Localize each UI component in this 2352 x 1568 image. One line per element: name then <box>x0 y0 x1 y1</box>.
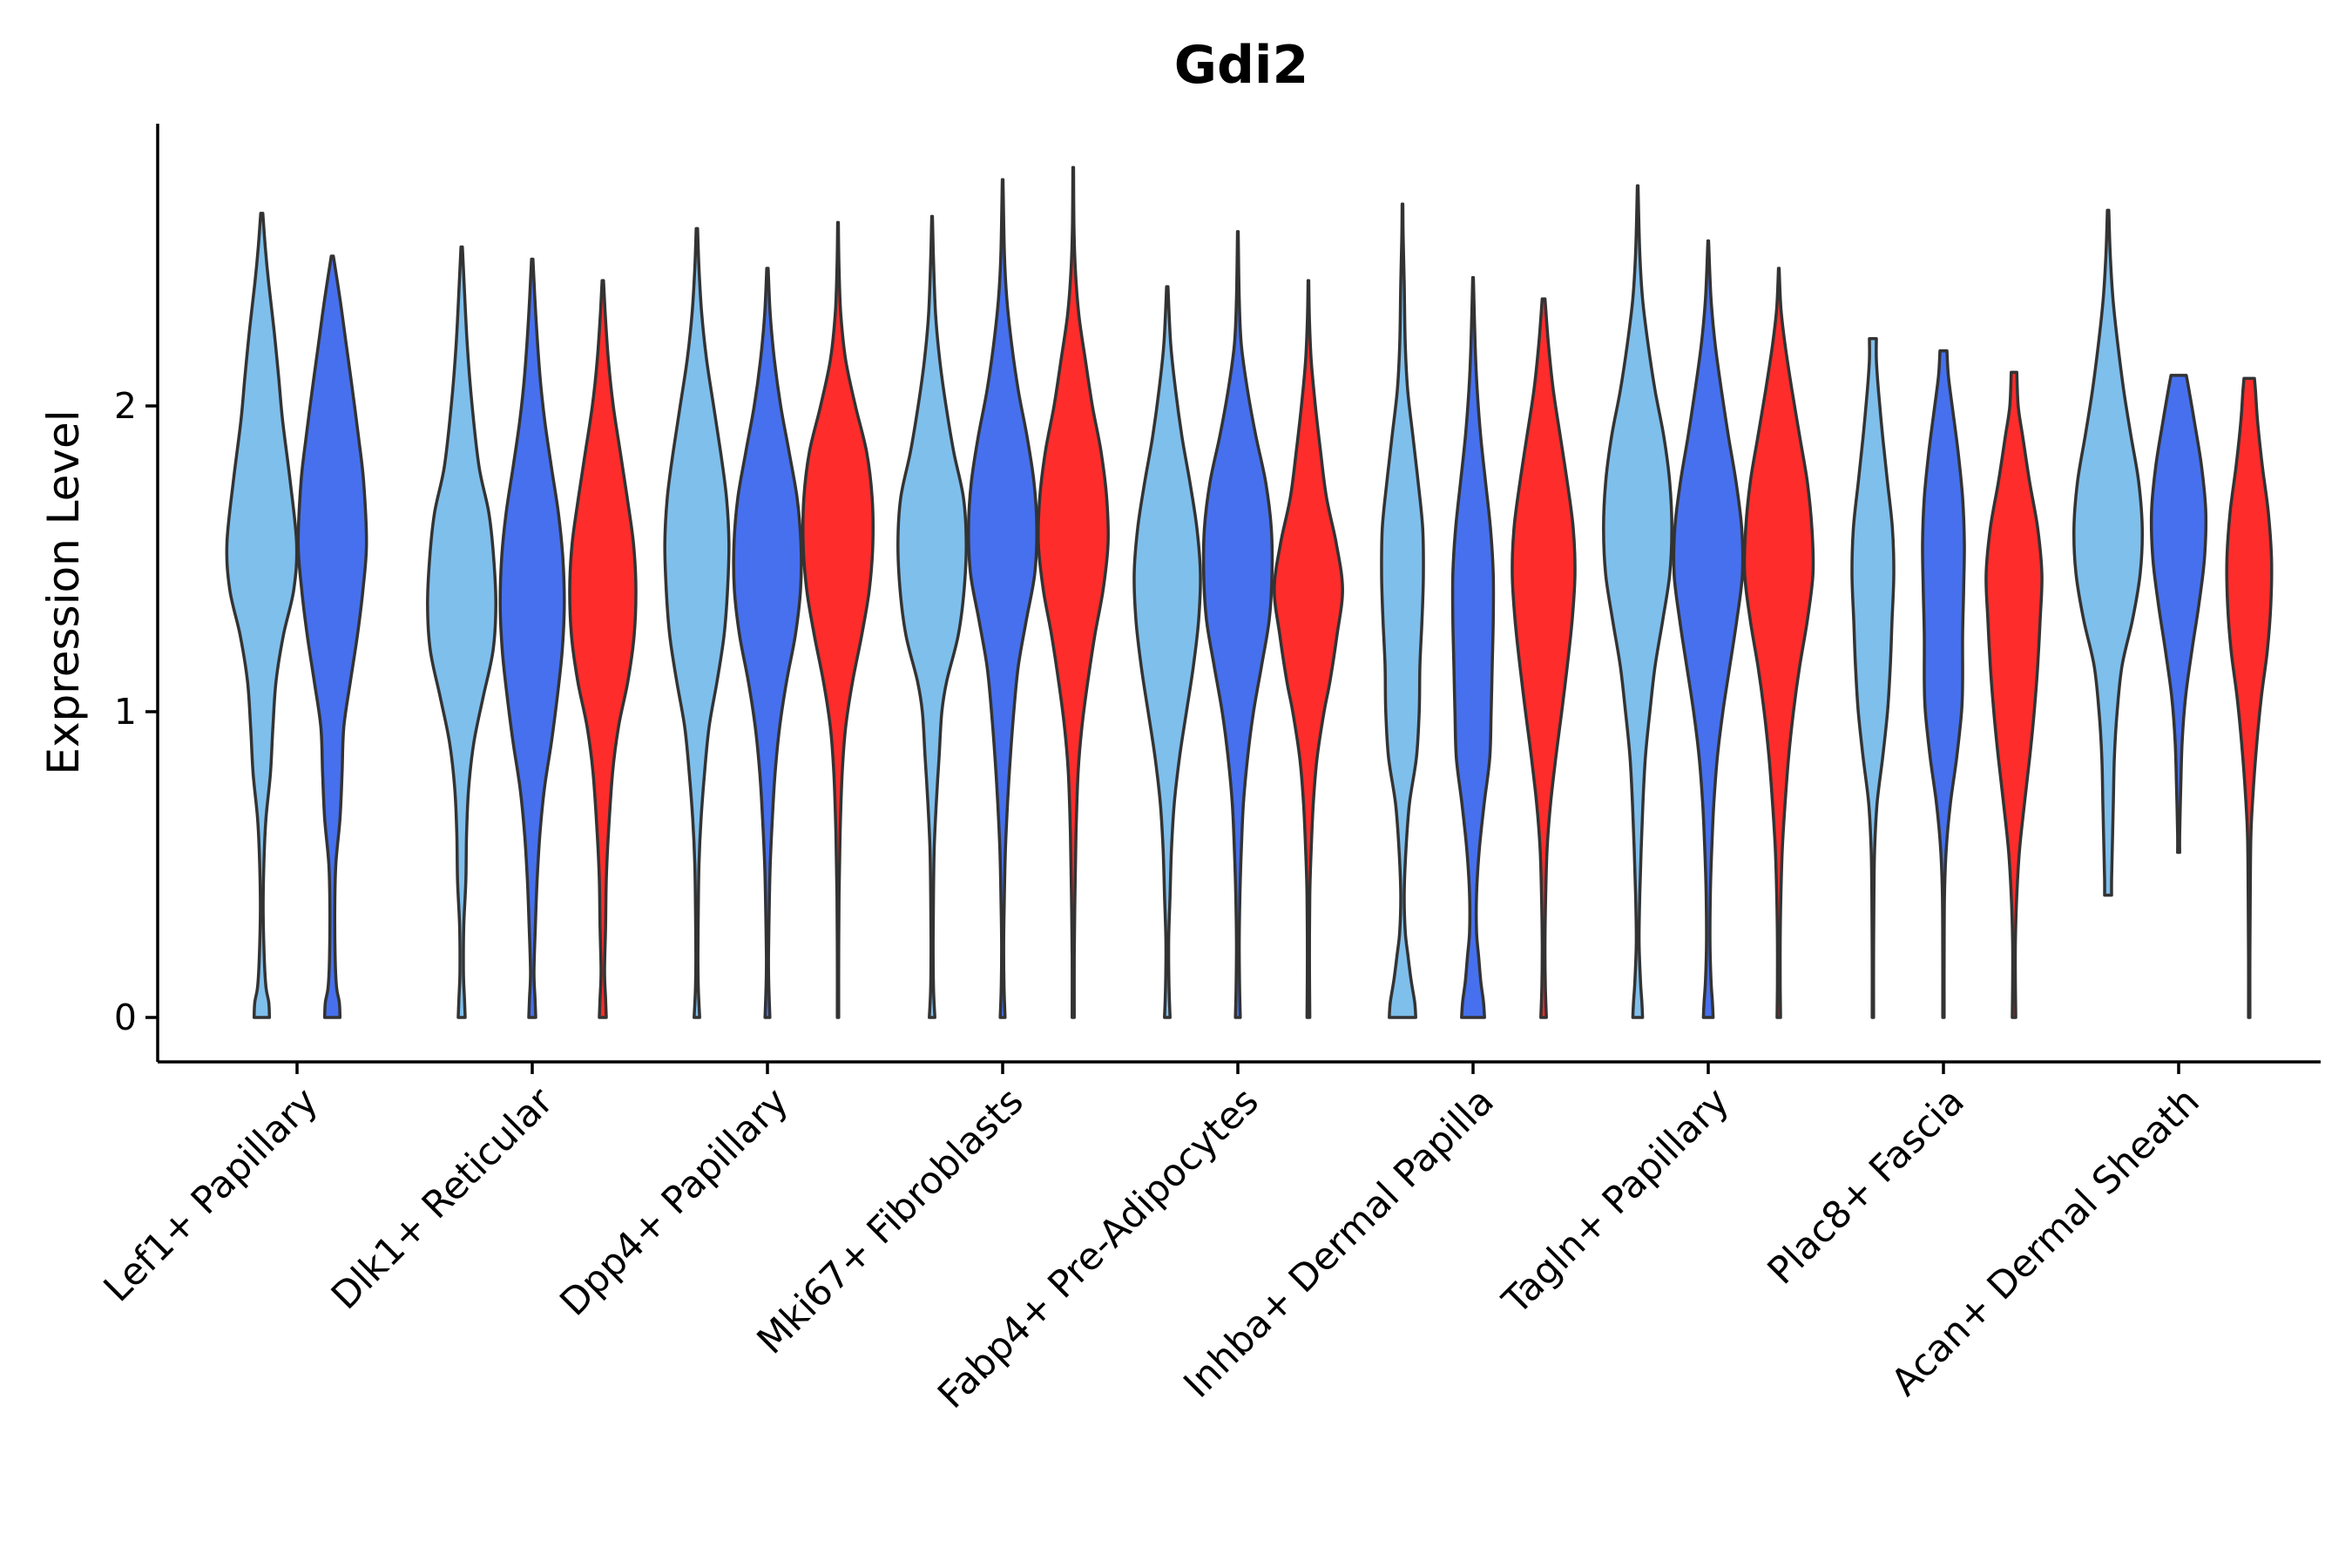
violin-tagln-papillary-group-2 <box>1672 239 1745 1019</box>
y-tick-label: 1 <box>114 691 137 733</box>
violin-tagln-papillary-group-3 <box>1742 267 1815 1019</box>
violin-dlk1-reticular-group-1 <box>426 245 497 1019</box>
violin-inhba-dermal-papilla-group-3 <box>1511 297 1577 1019</box>
violin-plac8-fascia-group-1 <box>1850 337 1896 1019</box>
violin-dlk1-reticular-group-3 <box>568 279 638 1019</box>
y-axis-label: Expression Level <box>38 409 89 774</box>
x-tick-label: Dlk1+ Reticular <box>323 1079 562 1318</box>
violin-lef1-papillary-group-2 <box>296 254 368 1019</box>
violin-acan-dermal-sheath-group-2 <box>2149 374 2208 855</box>
violin-mki67-fibroblasts-group-2 <box>967 178 1038 1019</box>
violin-acan-dermal-sheath-group-3 <box>2225 376 2274 1019</box>
chart-title: Gdi2 <box>1174 35 1309 96</box>
violin-tagln-papillary-group-1 <box>1602 184 1673 1019</box>
violin-fabp4-pre-adipocytes-group-1 <box>1132 285 1202 1019</box>
violin-fabp4-pre-adipocytes-group-3 <box>1273 279 1344 1019</box>
x-tick-label: Mki67+ Fibroblasts <box>749 1079 1032 1362</box>
violin-layer <box>225 166 2274 1019</box>
violin-plac8-fascia-group-3 <box>1984 370 2044 1019</box>
x-tick-label: Lef1+ Papillary <box>96 1079 327 1310</box>
violin-mki67-fibroblasts-group-3 <box>1037 166 1110 1019</box>
x-tick-label: Tagln+ Papillary <box>1494 1079 1738 1323</box>
violin-lef1-papillary-group-1 <box>225 212 299 1019</box>
violin-dpp4-papillary-group-1 <box>663 226 731 1019</box>
violin-dpp4-papillary-group-2 <box>732 267 803 1019</box>
x-tick-label: Plac8+ Fascia <box>1760 1079 1973 1293</box>
y-tick-label: 2 <box>114 385 137 427</box>
violin-acan-dermal-sheath-group-1 <box>2072 208 2145 897</box>
violin-fabp4-pre-adipocytes-group-2 <box>1201 230 1274 1019</box>
violin-inhba-dermal-papilla-group-1 <box>1380 202 1425 1019</box>
violin-plac8-fascia-group-2 <box>1921 349 1966 1019</box>
y-tick-label: 0 <box>114 997 137 1038</box>
violin-dlk1-reticular-group-2 <box>498 257 566 1019</box>
violin-dpp4-papillary-group-3 <box>801 220 875 1019</box>
violin-mki67-fibroblasts-group-1 <box>896 214 968 1019</box>
violin-inhba-dermal-papilla-group-2 <box>1450 275 1496 1019</box>
x-tick-label: Dpp4+ Papillary <box>552 1079 797 1324</box>
y-ticks: 0 1 2 <box>114 385 158 1038</box>
